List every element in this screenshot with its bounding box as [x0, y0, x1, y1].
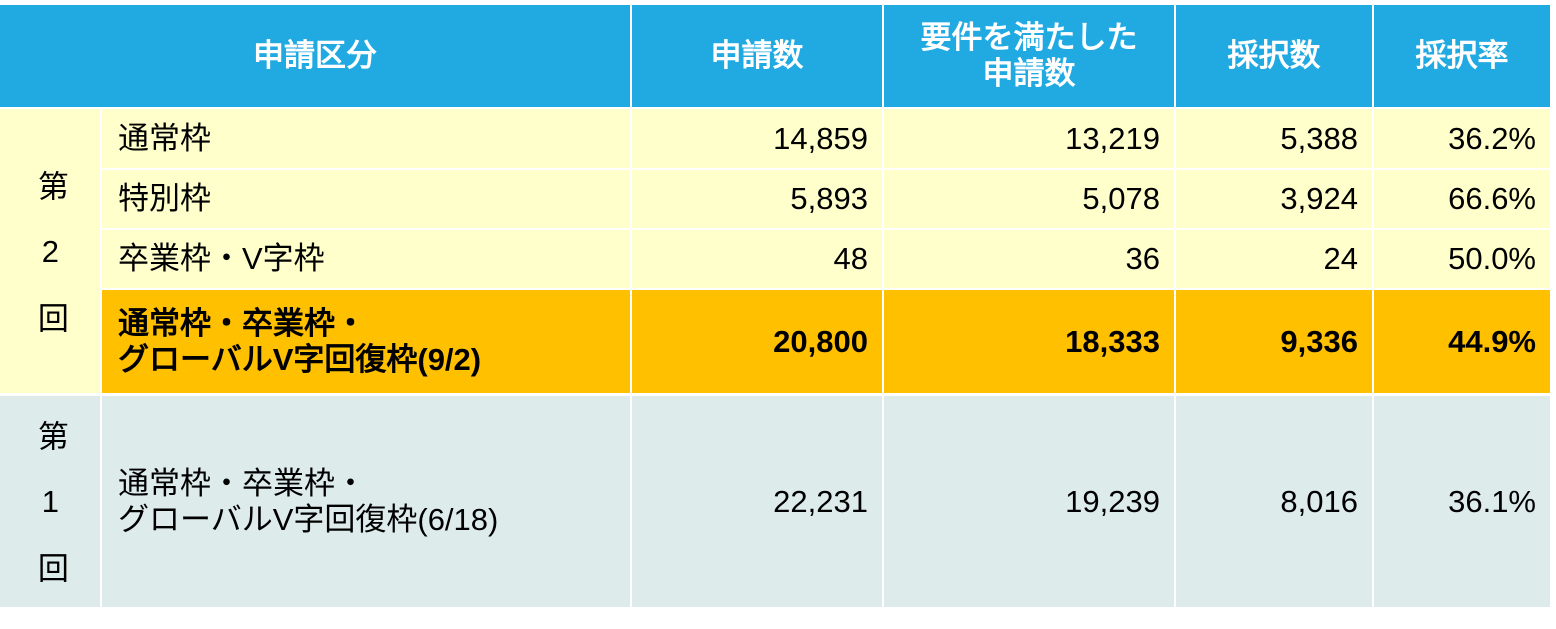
value-cell: 9,336 [1176, 290, 1372, 393]
value-cell: 3,924 [1176, 170, 1372, 228]
header-cell: 採択率 [1374, 5, 1550, 107]
row-label: 通常枠・卒業枠・ グローバルV字回復枠(9/2) [102, 290, 630, 393]
value-cell: 36.2% [1374, 109, 1550, 168]
value-cell: 5,893 [632, 170, 882, 228]
value-cell: 36 [884, 230, 1174, 288]
value-cell: 20,800 [632, 290, 882, 393]
value-cell: 8,016 [1176, 396, 1372, 607]
value-cell: 18,333 [884, 290, 1174, 393]
value-cell: 66.6% [1374, 170, 1550, 228]
group-label: 第2回 [0, 109, 100, 393]
row-label: 通常枠・卒業枠・ グローバルV字回復枠(6/18) [102, 396, 630, 607]
row-label: 特別枠 [102, 170, 630, 228]
value-cell: 50.0% [1374, 230, 1550, 288]
header-cell: 申請区分 [0, 5, 630, 107]
header-cell: 要件を満たした 申請数 [884, 5, 1174, 107]
value-cell: 14,859 [632, 109, 882, 168]
value-cell: 22,231 [632, 396, 882, 607]
value-cell: 48 [632, 230, 882, 288]
row-label: 通常枠 [102, 109, 630, 168]
value-cell: 13,219 [884, 109, 1174, 168]
group-label: 第1回 [0, 396, 100, 616]
value-cell: 36.1% [1374, 396, 1550, 607]
value-cell: 5,078 [884, 170, 1174, 228]
header-cell: 採択数 [1176, 5, 1372, 107]
value-cell: 44.9% [1374, 290, 1550, 393]
row-label: 卒業枠・V字枠 [102, 230, 630, 288]
value-cell: 5,388 [1176, 109, 1372, 168]
value-cell: 19,239 [884, 396, 1174, 607]
header-cell: 申請数 [632, 5, 882, 107]
value-cell: 24 [1176, 230, 1372, 288]
